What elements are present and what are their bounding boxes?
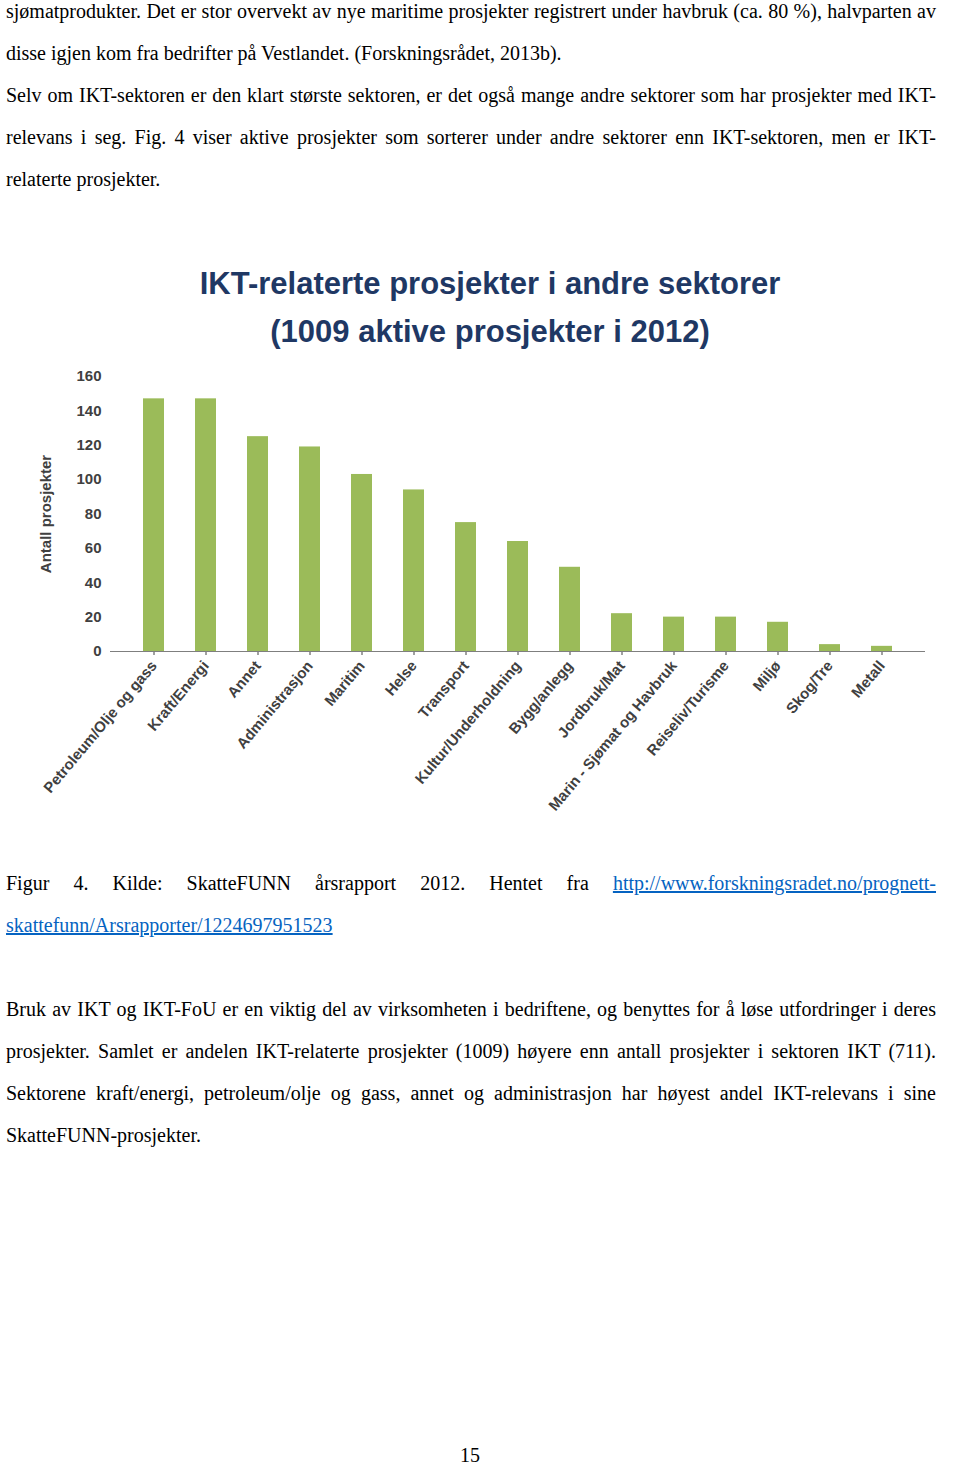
html-text:Selv om IKT-sektoren er den kl: Selv om IKT-sektoren er den klart størst…: [6, 84, 936, 190]
svg-text:120: 120: [76, 436, 101, 453]
svg-text:Kraft/Energi: Kraft/Energi: [144, 657, 212, 734]
html-text:Figur 4. Kilde: SkatteFUNN års: Figur 4. Kilde: SkatteFUNN årsrapport 20…: [6, 872, 936, 936]
svg-text:Petroleum/Olje og gass: Petroleum/Olje og gass: [40, 657, 160, 796]
html-text:IKT-relaterte prosjekter i and: IKT-relaterte prosjekter i andre sektore…: [199, 266, 781, 301]
svg-text:Helse: Helse: [381, 657, 420, 699]
html-text:15: 15: [460, 1444, 480, 1466]
svg-text:80: 80: [85, 505, 102, 522]
svg-text:Skog/Tre: Skog/Tre: [782, 657, 836, 716]
svg-text:Kultur/Underholdning: Kultur/Underholdning: [411, 657, 524, 787]
svg-text:Jordbruk/Mat: Jordbruk/Mat: [553, 657, 628, 741]
svg-text:Miljø: Miljø: [749, 657, 785, 695]
svg-text:140: 140: [76, 402, 101, 419]
html-text:(1009 aktive prosjekter i 2012: (1009 aktive prosjekter i 2012): [270, 314, 710, 349]
svg-text:Antall prosjekter: Antall prosjekter: [37, 455, 54, 574]
svg-text:Marin - Sjømat og Havbruk: Marin - Sjømat og Havbruk: [544, 657, 680, 814]
svg-text:40: 40: [85, 574, 102, 591]
svg-text:Transport: Transport: [414, 657, 471, 721]
svg-text:Bygg/anlegg: Bygg/anlegg: [505, 657, 576, 737]
svg-text:Administrasjon: Administrasjon: [233, 657, 316, 752]
svg-text:Maritim: Maritim: [321, 657, 368, 709]
svg-text:Annet: Annet: [224, 657, 264, 700]
html-text:Bruk av IKT og IKT-FoU er en v: Bruk av IKT og IKT-FoU er en viktig del …: [6, 998, 936, 1146]
html-text:sjømatprodukter. Det er stor o: sjømatprodukter. Det er stor overvekt av…: [6, 0, 936, 64]
svg-text:20: 20: [85, 608, 102, 625]
svg-text:Reiseliv/Turisme: Reiseliv/Turisme: [643, 657, 732, 758]
svg-text:0: 0: [93, 642, 101, 659]
svg-text:Metall: Metall: [848, 657, 888, 700]
svg-text:60: 60: [85, 539, 102, 556]
svg-text:100: 100: [76, 470, 101, 487]
svg-text:160: 160: [76, 367, 101, 384]
